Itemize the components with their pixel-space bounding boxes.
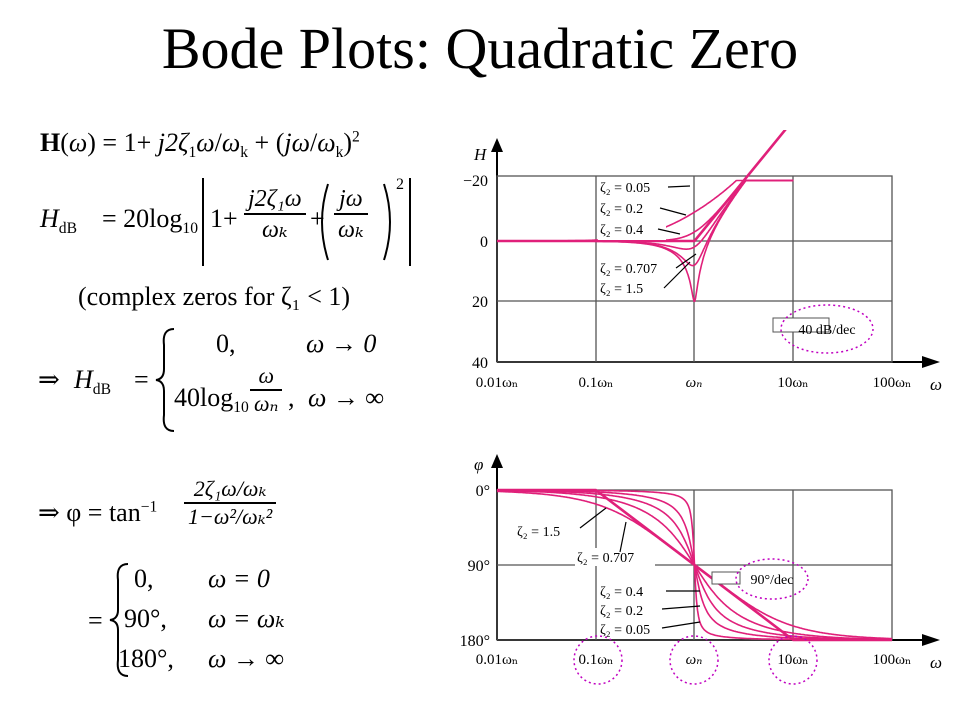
phase-case-2: 90°, <box>124 604 167 633</box>
phase-y-tick: 180° <box>460 633 490 650</box>
phi-lead: ⇒ φ = tan <box>38 498 141 527</box>
phase-cases-equation: = 0, ω = 0 90°, ω = ωₖ 180°, ω → ∞ <box>88 560 388 680</box>
phase-cond-2: ω = ωₖ <box>208 604 285 633</box>
y-axis-arrow <box>491 138 503 152</box>
case-bot-lead: 40log <box>174 383 234 412</box>
phase-curves <box>496 488 893 642</box>
phase-y-tick: 90° <box>468 558 490 575</box>
abs-value-bars <box>202 178 411 266</box>
mag-x-axis-symbol: ω <box>930 375 942 394</box>
phase-curve-label: ζ₂ = 0.707 <box>577 551 634 566</box>
frac-den-2: ωₖ <box>338 217 364 243</box>
frac-num-2: jω <box>334 186 368 215</box>
phase-x-tick: 10ωₙ <box>777 652 808 668</box>
case-brace <box>155 328 175 432</box>
case-top-value: 0, <box>216 329 236 358</box>
case-top-cond: ω → 0 <box>306 329 377 358</box>
phase-case-3: 180°, <box>118 644 174 673</box>
phase-curve-label: ζ₂ = 0.2 <box>600 604 643 619</box>
phase-x-axis-symbol: ω <box>930 653 942 672</box>
phase-x-tick: 0.01ωₙ <box>476 652 519 668</box>
mag-label-arrows <box>657 185 697 289</box>
phase-slope-label: 90°/dec <box>751 573 794 588</box>
phase-curve-label: ζ₂ = 0.05 <box>600 623 650 638</box>
mag-y-tick: −20 <box>463 173 488 190</box>
phase-label-arrows <box>579 507 701 629</box>
mag-x-tick: 0.01ωₙ <box>476 375 519 391</box>
phase-slope-highlight <box>735 558 809 600</box>
phase-asymptote <box>497 488 892 642</box>
mag-curve-label: ζ₂ = 1.5 <box>600 282 643 297</box>
frac-num-1: j2ζ₁ω <box>244 186 306 215</box>
mag-x-tick: 0.1ωₙ <box>578 375 613 391</box>
phi-den: 1−ω²/ωₖ² <box>188 504 273 529</box>
phase-y-axis-symbol: φ <box>474 455 483 474</box>
mag-y-tick: 20 <box>472 294 488 311</box>
phase-x-axis-arrow <box>922 634 940 646</box>
mag-slope-label: 40 dB/dec <box>798 323 855 338</box>
transfer-function-equation: H(ω) = 1+ j2ζ1ω/ωk + (jω/ωk)2 <box>40 128 360 162</box>
magnitude-db-equation: HdB = 20log10 1+ j2ζ₁ω ωₖ + jω ωₖ 2 <box>40 176 430 268</box>
hdb-symbol: H <box>40 204 59 233</box>
phi-exponent: −1 <box>140 498 158 516</box>
phase-y-axis-arrow <box>491 454 503 468</box>
phi-num: 2ζ₁ω/ωₖ <box>184 476 277 504</box>
phase-case-1: 0, <box>134 564 154 593</box>
magnitude-curves <box>497 130 794 303</box>
phase-curve-labels: ζ₂ = 1.5 ζ₂ = 0.707 ζ₂ = 0.4 ζ₂ = 0.2 ζ₂… <box>515 522 670 638</box>
phase-curve-label: ζ₂ = 1.5 <box>517 525 560 540</box>
case-bot-num: ω <box>250 363 283 391</box>
mag-y-axis-symbol: H <box>473 145 488 164</box>
phase-cond-3: ω → ∞ <box>208 644 284 673</box>
mag-y-tick: 0 <box>480 234 488 251</box>
log-subscript: 10 <box>182 220 198 238</box>
mag-curve-label: ζ₂ = 0.707 <box>600 262 657 277</box>
magnitude-asymptote <box>497 130 787 243</box>
magnitude-bode-plot: H ω −20 0 20 40 0.01ωₙ 0.1ωₙ ωₙ 10ωₙ 100… <box>463 130 942 394</box>
phase-x-tick: ωₙ <box>686 652 703 668</box>
mag-y-tick: 40 <box>472 355 488 372</box>
mag-curve-labels: ζ₂ = 0.05 ζ₂ = 0.2 ζ₂ = 0.4 ζ₂ = 0.707 ζ… <box>598 178 674 297</box>
phase-curve-label: ζ₂ = 0.4 <box>600 585 643 600</box>
phase-case-brace <box>109 563 129 677</box>
phase-x-tick: 100ωₙ <box>873 652 912 668</box>
mag-curve-label: ζ₂ = 0.4 <box>600 223 643 238</box>
mag-x-tick: 10ωₙ <box>777 375 808 391</box>
mag-curve-label: ζ₂ = 0.05 <box>600 181 650 196</box>
x-axis-arrow <box>922 356 940 368</box>
hdb-subscript: dB <box>58 220 77 238</box>
phase-bode-plot: φ ω 0° 90° 180° 0.01ωₙ 0.1ωₙ ωₙ 10ωₙ 100… <box>460 454 942 685</box>
mag-slope-highlight <box>780 304 874 354</box>
complex-zeros-note: (complex zeros for ζ₁ < 1) <box>78 282 351 311</box>
case-bot-den: ωₙ <box>254 391 279 416</box>
tick-highlights <box>573 635 818 685</box>
case-bot-cond: ω → ∞ <box>308 383 384 412</box>
phase-cond-1: ω = 0 <box>208 564 270 593</box>
mag-x-tick: ωₙ <box>686 375 703 391</box>
mag-curve-label: ζ₂ = 0.2 <box>600 202 643 217</box>
slide-title: Bode Plots: Quadratic Zero <box>161 16 799 81</box>
frac-den-1: ωₖ <box>261 217 288 243</box>
mag-x-tick: 100ωₙ <box>873 375 912 391</box>
phase-x-tick: 0.1ωₙ <box>578 652 613 668</box>
phase-y-tick: 0° <box>476 483 490 500</box>
magnitude-asymptote-equation: ⇒ HdB = 0, ω → 0 40log10 ω ωₙ , ω → ∞ <box>38 325 398 435</box>
hdb-lead: = 20log <box>102 204 183 233</box>
phase-equation: ⇒ φ = tan−1 2ζ₁ω/ωₖ 1−ω²/ωₖ² <box>38 472 318 552</box>
